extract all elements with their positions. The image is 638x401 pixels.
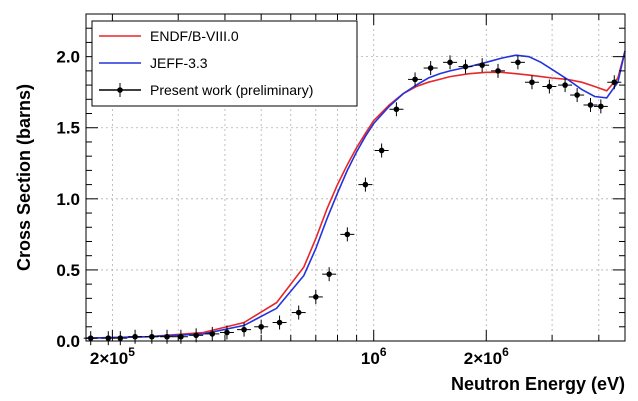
data-point <box>132 333 138 340</box>
y-tick-label: 2.0 <box>56 48 80 67</box>
data-point <box>427 65 434 71</box>
data-point <box>209 331 216 337</box>
data-point <box>378 147 385 154</box>
legend-label: Present work (preliminary) <box>150 82 313 98</box>
x-tick-exponent: 6 <box>502 345 509 359</box>
data-point <box>598 103 604 110</box>
data-point <box>193 332 199 339</box>
data-point <box>344 231 351 238</box>
data-point <box>313 294 319 300</box>
data-point <box>362 181 369 188</box>
plot-frame <box>85 13 626 342</box>
data-point <box>224 329 230 336</box>
data-point <box>117 335 124 341</box>
data-point <box>447 59 453 66</box>
x-tick-label: 2×105 <box>90 345 135 368</box>
y-tick-label: 0.5 <box>56 261 80 280</box>
data-point <box>611 79 618 86</box>
y-tick-label: 1.5 <box>56 119 80 138</box>
data-point <box>515 59 521 66</box>
x-tick-label: 2×106 <box>464 345 509 368</box>
series-layer <box>83 50 626 346</box>
legend-label: JEFF-3.3 <box>150 55 208 71</box>
tick-labels: 0.0 0.5 1.0 1.5 2.0 2×105 106 2×106 <box>56 48 509 368</box>
data-point <box>276 319 283 326</box>
y-axis-title: Cross Section (barns) <box>14 84 34 271</box>
data-point <box>529 79 535 86</box>
data-point <box>495 68 501 74</box>
data-point <box>105 335 112 341</box>
axis-ticks <box>86 13 625 342</box>
y-tick-label: 1.0 <box>56 190 80 209</box>
data-point <box>258 323 264 330</box>
y-tick-label: 0.0 <box>56 332 80 351</box>
data-point <box>393 106 400 113</box>
x-axis-title: Neutron Energy (eV) <box>451 374 625 394</box>
data-point <box>149 333 155 340</box>
data-point <box>546 83 553 90</box>
data-point <box>587 102 594 108</box>
series-line <box>85 50 626 339</box>
data-point <box>295 309 302 316</box>
data-point <box>479 62 485 68</box>
data-point <box>87 335 94 341</box>
data-point <box>178 333 184 340</box>
data-point <box>574 92 580 98</box>
legend: ENDF/B-VIII.0 JEFF-3.3 Present work (preli… <box>91 20 358 107</box>
data-point <box>326 271 332 277</box>
data-point <box>462 63 469 70</box>
data-point <box>164 333 170 340</box>
data-point <box>412 76 418 83</box>
data-point <box>241 326 247 333</box>
x-tick-label: 106 <box>361 345 387 368</box>
legend-label: ENDF/B-VIII.0 <box>150 28 239 44</box>
data-point <box>562 82 568 88</box>
x-tick-exponent: 5 <box>128 345 135 359</box>
x-tick-exponent: 6 <box>380 345 387 359</box>
legend-swatch-marker <box>117 87 123 93</box>
